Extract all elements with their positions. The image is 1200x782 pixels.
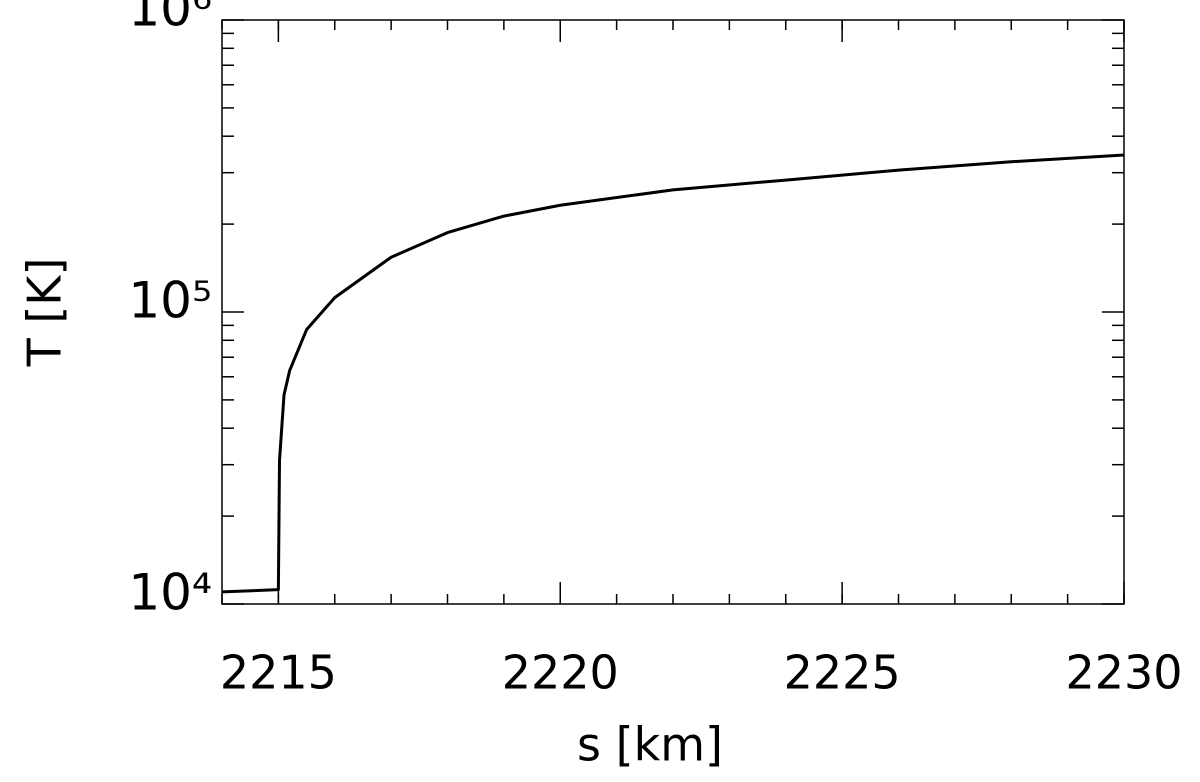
y-tick-label: 10⁶ xyxy=(128,0,212,38)
y-tick-label: 10⁴ xyxy=(128,564,212,622)
x-tick-label: 2230 xyxy=(1065,646,1182,700)
plot-frame xyxy=(221,19,1125,605)
data-line xyxy=(221,153,1125,594)
x-tick-label: 2220 xyxy=(502,646,619,700)
x-axis-label: s [km] xyxy=(577,718,723,772)
y-tick-label: 10⁵ xyxy=(128,272,212,330)
x-tick-label: 2225 xyxy=(784,646,901,700)
y-axis-label: T [K] xyxy=(18,258,72,368)
x-tick-label: 2215 xyxy=(220,646,337,700)
